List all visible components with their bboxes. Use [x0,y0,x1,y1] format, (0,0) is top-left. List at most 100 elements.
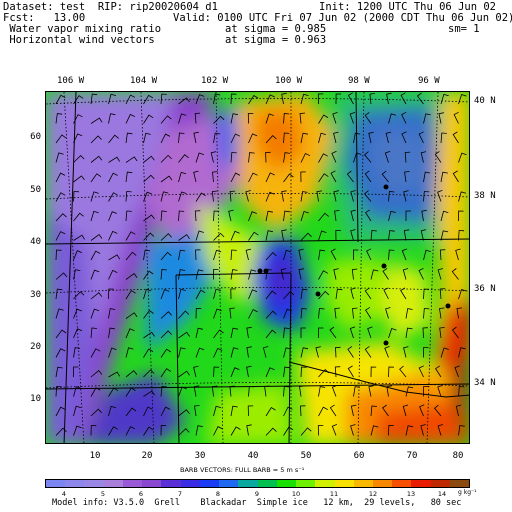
wind-barb [195,308,202,319]
wind-barb [108,269,118,280]
wind-barb [300,191,308,202]
wind-barb [440,347,449,358]
wind-barb [440,132,447,144]
wind-barb [437,424,444,436]
wind-barb [335,346,341,358]
colorbar-swatch [65,480,85,487]
wind-barb [283,113,290,124]
wind-barb [160,311,172,319]
wind-barb [73,95,84,105]
wind-barb [245,190,251,202]
wind-barb [143,331,155,339]
wind-barb [265,269,272,280]
colorbar-swatch [430,480,450,487]
wind-barb [401,248,408,261]
wind-barb [143,155,155,163]
wind-barb [213,210,220,222]
wind-barb [440,210,449,222]
wind-barb [353,152,362,163]
header-line3-right: sm= 1 [448,23,480,35]
wind-barb [195,347,205,358]
wind-barb [318,308,325,319]
y-tick-label: 50 [30,185,41,195]
wind-barb [350,404,357,417]
wind-barb [178,234,190,241]
wind-barb [229,307,235,319]
wind-barb [230,269,238,280]
wind-barb [388,113,397,124]
wind-barb [451,268,459,280]
wind-barb [230,288,236,300]
wind-barb [108,308,116,319]
wind-barb [298,268,304,280]
wind-barb [439,327,445,339]
wind-barb [125,347,134,358]
wind-barb [108,426,119,436]
x-tick-label: 70 [406,451,418,461]
wind-barb [298,248,304,261]
wind-barb [349,326,356,339]
wind-barb [350,190,356,202]
wind-barb [246,346,252,358]
wind-barb [193,170,199,183]
header-line1-right: Init: 1200 UTC Thu 06 Jun 02 [319,1,497,13]
wind-barb [160,348,172,358]
wind-barb [300,327,306,338]
wind-barb [405,210,411,221]
wind-barb [178,154,189,163]
wind-barb [125,426,136,436]
wind-barb [178,288,186,300]
wind-barb [248,211,257,222]
wind-barb [90,269,100,280]
wind-barb [300,427,312,436]
wind-barb [108,156,120,163]
wind-barb [318,173,329,183]
wind-barb [262,346,269,358]
wind-barb [318,153,328,163]
wind-barb [178,386,187,397]
wind-barb [416,92,424,105]
wind-barb [405,327,413,339]
wind-barb [318,230,327,241]
wind-barb [90,117,103,124]
wind-barb [108,405,117,417]
wind-barb [365,307,372,319]
wind-barb [143,191,152,202]
wind-barb [178,310,190,319]
wind-barb [90,173,102,183]
wind-barb [300,152,311,163]
colorbar-label: 9 [254,490,260,498]
wind-barb [230,113,238,124]
wind-barb [423,288,430,300]
wind-barb [125,251,137,261]
wind-barb [143,270,154,280]
wind-barb [195,230,204,241]
wind-barb [195,94,205,105]
wind-barb [143,288,152,300]
wind-barb [246,424,252,436]
colorbar-label: 13 [406,490,416,498]
wind-barb [283,152,290,163]
wind-barb [400,287,407,300]
wind-barb [210,151,217,163]
latitude-label: 38 N [474,191,496,201]
wind-barb [435,365,442,378]
wind-barb [300,93,309,105]
wind-barb [423,308,430,319]
wind-barb [454,365,460,378]
wind-barb [335,288,343,300]
longitude-label: 102 W [201,76,229,86]
colorbar-swatch [296,480,316,487]
wind-barb [143,94,154,105]
wind-barb [125,312,138,319]
wind-barb [248,152,255,163]
wind-barb [388,191,395,202]
wind-barb [388,366,394,378]
wind-barb [330,248,337,261]
wind-barb [300,171,306,183]
wind-barb [364,190,372,202]
longitude-label: 100 W [275,76,303,86]
colorbar-swatch [238,480,258,487]
wind-barb [194,405,200,417]
wind-barb [125,191,132,202]
